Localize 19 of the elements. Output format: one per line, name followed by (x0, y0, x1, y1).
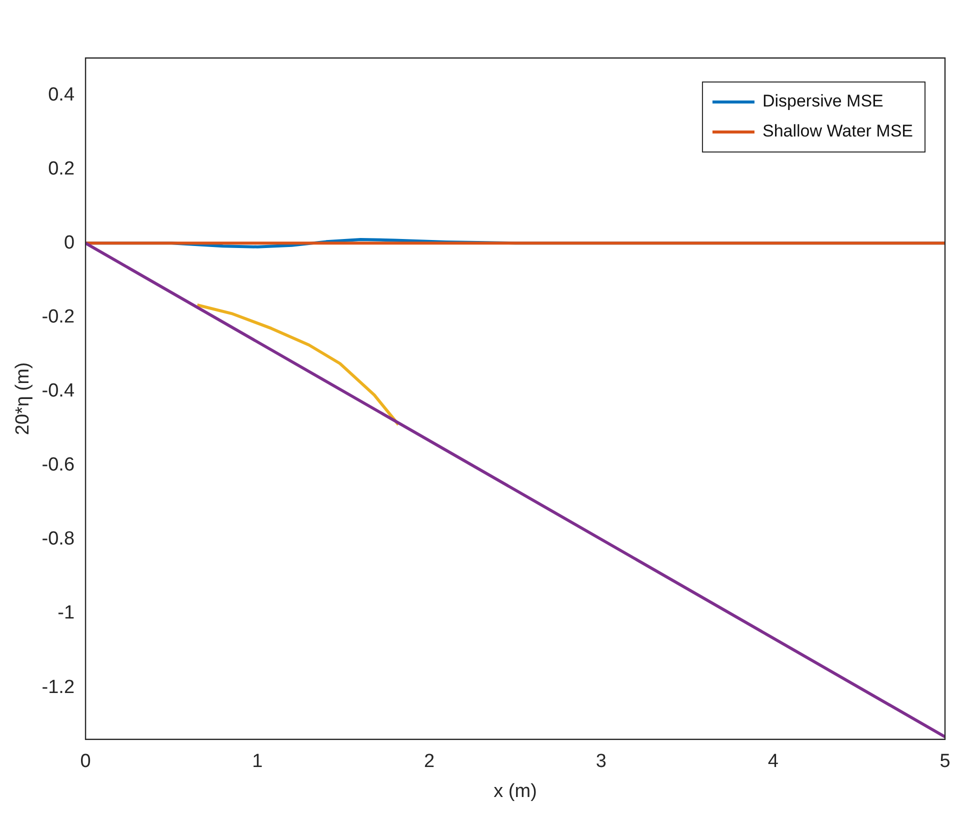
x-tick-label: 5 (940, 751, 950, 772)
x-axis-title: x (m) (494, 780, 537, 802)
y-tick-label: 0.2 (48, 158, 75, 180)
x-tick-label: 2 (424, 751, 435, 772)
y-tick-label: -0.2 (42, 306, 75, 328)
x-tick-label: 3 (596, 751, 607, 772)
x-tick-label: 0 (80, 751, 91, 772)
legend-label: Shallow Water MSE (762, 122, 914, 141)
y-tick-label: -0.8 (42, 528, 75, 550)
x-tick-label: 4 (768, 751, 779, 772)
y-tick-label: 0 (64, 232, 75, 254)
y-tick-label: -0.6 (42, 454, 75, 476)
y-tick-label: -1 (58, 602, 75, 624)
y-tick-label: 0.4 (48, 84, 75, 106)
legend-label: Dispersive MSE (762, 92, 884, 111)
x-tick-label: 1 (252, 751, 263, 772)
y-tick-label: -1.2 (42, 676, 75, 698)
y-tick-label: -0.4 (42, 380, 75, 402)
y-axis-title: 20*η (m) (12, 362, 34, 436)
